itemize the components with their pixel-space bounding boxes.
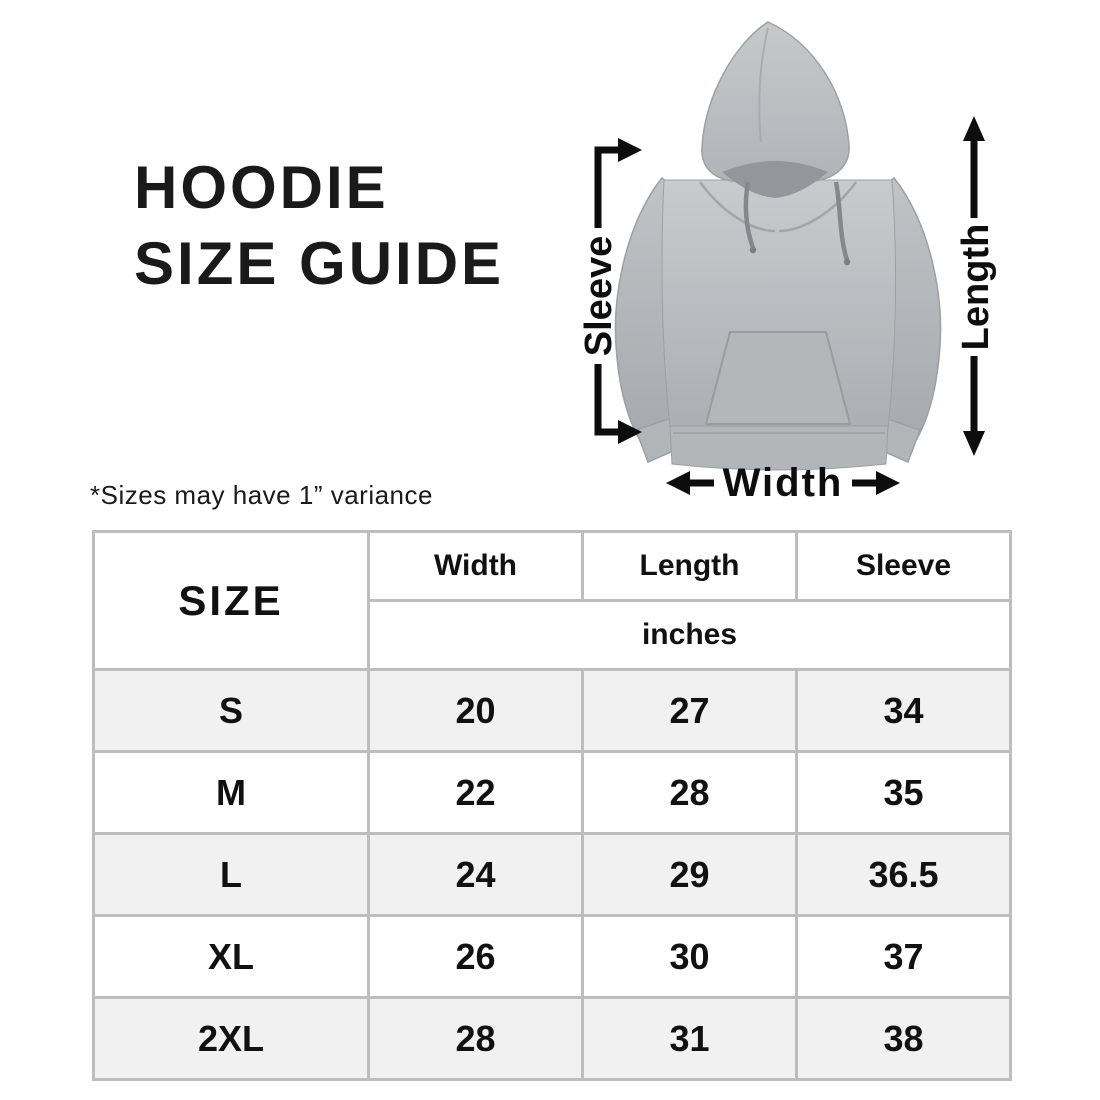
size-cell: L	[92, 832, 370, 917]
hoodie-illustration: Sleeve Length Width	[578, 21, 997, 505]
width-label: Width	[723, 461, 844, 505]
width-column-header: Width	[367, 530, 584, 602]
unit-header: inches	[367, 599, 1012, 671]
hoodie-hood	[701, 21, 850, 182]
variance-note: *Sizes may have 1” variance	[90, 480, 433, 510]
size-cell: 2XL	[92, 996, 370, 1081]
table-row: 2XL 28 31 38	[92, 996, 1012, 1081]
length-arrow-down-icon	[963, 431, 985, 456]
length-label: Length	[955, 224, 997, 351]
size-column-header: SIZE	[92, 530, 370, 671]
hoodie-right-aglet	[843, 258, 851, 266]
hoodie-right-drawstring	[833, 181, 850, 261]
hoodie-figure: Sleeve Length Width	[555, 5, 1030, 515]
length-cell: 31	[581, 996, 798, 1081]
hoodie-pocket	[704, 331, 852, 425]
length-cell: 29	[581, 832, 798, 917]
table-row: S 20 27 34	[92, 668, 1012, 753]
size-table: SIZE Width Length Sleeve inches S 20 27 …	[92, 530, 1012, 1081]
size-cell: XL	[92, 914, 370, 999]
width-cell: 24	[367, 832, 584, 917]
hoodie-left-drawstring	[743, 181, 756, 249]
sleeve-arrow-bottom-icon	[618, 420, 642, 444]
hoodie-drawing	[614, 21, 942, 471]
width-measure-annotation: Width	[666, 461, 900, 505]
sleeve-cell: 36.5	[795, 832, 1012, 917]
width-arrow-right-icon	[876, 471, 900, 495]
sleeve-label: Sleeve	[578, 236, 620, 356]
sleeve-cell: 38	[795, 996, 1012, 1081]
table-unit-row: inches	[94, 599, 1012, 671]
page-title-line2: SIZE GUIDE	[134, 230, 505, 297]
width-cell: 28	[367, 996, 584, 1081]
hoodie-right-yoke-seam	[778, 181, 858, 233]
size-cell: M	[92, 750, 370, 835]
table-row: L 24 29 36.5	[92, 832, 1012, 917]
sleeve-cell: 35	[795, 750, 1012, 835]
table-row: XL 26 30 37	[92, 914, 1012, 999]
width-cell: 26	[367, 914, 584, 999]
page-title-line1: HOODIE	[134, 154, 389, 221]
table-row: M 22 28 35	[92, 750, 1012, 835]
sleeve-cell: 37	[795, 914, 1012, 999]
sleeve-bracket-line	[594, 146, 622, 436]
length-cell: 28	[581, 750, 798, 835]
sleeve-arrow-top-icon	[618, 138, 642, 162]
length-column-header: Length	[581, 530, 798, 602]
length-cell: 27	[581, 668, 798, 753]
hoodie-left-aglet	[749, 246, 757, 254]
hoodie-hood-crease	[758, 27, 769, 143]
hoodie-hem	[669, 425, 889, 471]
length-measure-annotation: Length	[955, 116, 997, 456]
table-header-row: SIZE Width Length Sleeve	[92, 530, 1012, 671]
width-cell: 22	[367, 750, 584, 835]
length-arrow-up-icon	[963, 116, 985, 141]
hoodie-left-yoke-seam	[698, 181, 776, 233]
length-cell: 30	[581, 914, 798, 999]
size-cell: S	[92, 668, 370, 753]
sleeve-measure-annotation: Sleeve	[578, 138, 642, 444]
width-arrow-left-icon	[666, 471, 690, 495]
width-cell: 20	[367, 668, 584, 753]
sleeve-column-header: Sleeve	[795, 530, 1012, 602]
page-title: HOODIE SIZE GUIDE	[134, 150, 504, 302]
sleeve-cell: 34	[795, 668, 1012, 753]
